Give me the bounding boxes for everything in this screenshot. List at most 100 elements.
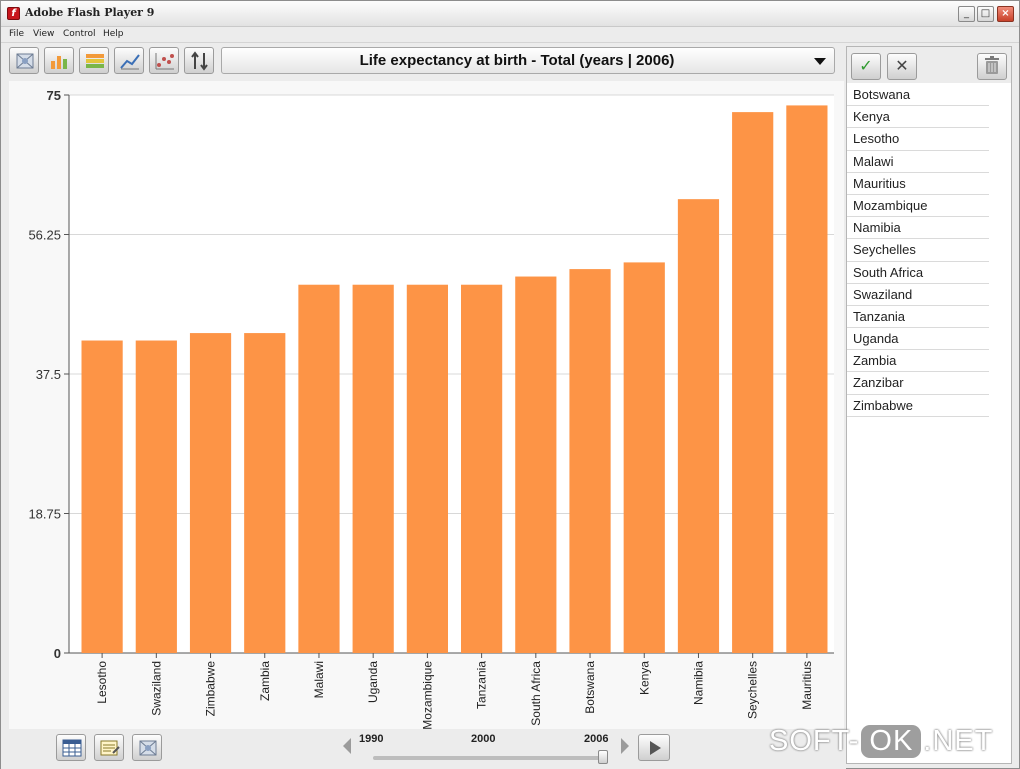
bar [786,105,828,653]
x-tick-label: Zambia [258,661,272,701]
chart-area: 0 18.75 37.5 56.25 75 Lesotho Swaziland Zimbabw… [9,81,844,729]
menu-bar: File View Control Help [1,27,1019,43]
bar [352,284,394,653]
next-year-icon[interactable] [621,738,629,754]
country-item[interactable]: Uganda [847,328,989,351]
country-panel: ✓ ✕ Botswana Kenya Lesotho Malawi Mauritius M… [846,46,1012,764]
country-item[interactable]: South Africa [847,262,989,284]
country-item[interactable]: Zanzibar [847,372,989,395]
play-button[interactable] [638,734,670,761]
map-view-icon [16,53,34,69]
bar [298,284,340,653]
watermark: SOFT- OK .NET [769,725,993,765]
x-tick-label: Mauritius [800,661,814,710]
deselect-all-button[interactable]: ✕ [887,53,917,80]
window-title: Adobe Flash Player 9 [25,6,155,19]
flash-player-icon: f [7,7,20,20]
y-tick-label: 0 [54,646,61,661]
x-tick-label: Seychelles [746,661,760,719]
maximize-button[interactable]: □ [977,6,994,22]
bar [406,284,448,653]
country-item[interactable]: Zambia [847,350,989,373]
x-tick-label: Kenya [637,661,651,695]
y-tick-label: 75 [47,88,61,103]
y-tick-label: 18.75 [28,507,61,522]
x-tick-label: Lesotho [95,661,109,704]
bar [189,333,232,653]
country-item[interactable]: Swaziland [847,284,989,306]
country-panel-toolbar: ✓ ✕ [847,47,1011,83]
x-tick-label: South Africa [529,661,543,726]
previous-year-icon[interactable] [343,738,351,754]
clear-icon: ✕ [895,56,909,75]
stacked-bar-button[interactable] [79,47,109,74]
country-item[interactable]: Seychelles [847,239,989,262]
country-item[interactable]: Mozambique [847,195,989,218]
country-item[interactable]: Zimbabwe [847,395,989,417]
minimize-button[interactable]: _ [958,6,975,22]
country-item[interactable]: Kenya [847,106,989,129]
menu-control[interactable]: Control [63,29,96,39]
x-tick-label: Swaziland [149,661,163,716]
table-view-button[interactable] [56,734,86,761]
x-tick-label: Tanzania [475,661,489,709]
x-tick-label: Malawi [312,661,326,698]
country-item[interactable]: Malawi [847,151,989,173]
menu-file[interactable]: File [9,29,25,39]
data-edit-icon [100,740,120,756]
x-tick-label: Zimbabwe [204,661,218,717]
year-slider-track[interactable] [373,756,603,760]
chevron-down-icon[interactable] [814,58,826,65]
country-item[interactable]: Botswana [847,84,989,107]
sort-button[interactable] [184,47,214,74]
country-item[interactable]: Namibia [847,217,989,240]
scatter-chart-button[interactable] [149,47,179,74]
watermark-ok: OK [861,725,922,758]
country-item[interactable]: Lesotho [847,128,989,151]
table-view-icon [62,739,82,757]
x-tick-label: Mozambique [420,661,434,729]
bar-chart: 0 18.75 37.5 56.25 75 Lesotho Swaziland Zimbabw… [28,88,834,729]
bar [461,284,503,653]
year-label-2000: 2000 [471,733,496,745]
line-chart-button[interactable] [114,47,144,74]
bottom-controls: 1990 2000 2006 [1,729,846,769]
country-item[interactable]: Mauritius [847,173,989,195]
bar [623,262,665,653]
x-tick-label: Namibia [691,661,705,705]
menu-view[interactable]: View [33,29,55,39]
select-all-button[interactable]: ✓ [851,53,881,80]
bar [677,199,720,653]
bar-chart-icon [51,56,67,69]
watermark-left: SOFT- [769,725,860,757]
watermark-right: .NET [923,725,994,757]
sort-icon [191,51,208,71]
x-tick-label: Uganda [366,661,380,703]
indicator-dropdown[interactable]: Life expectancy at birth - Total (years … [221,47,835,74]
bar-chart-button[interactable] [44,47,74,74]
title-bar: f Adobe Flash Player 9 _ □ × [1,1,1019,27]
x-tick-label: Botswana [583,661,597,714]
data-edit-button[interactable] [94,734,124,761]
delete-button[interactable] [977,53,1007,80]
close-button[interactable]: × [997,6,1014,22]
indicator-label: Life expectancy at birth - Total (years … [359,52,675,69]
bar [569,269,611,653]
bar [732,112,774,653]
map-view-bottom-button[interactable] [132,734,162,761]
trash-icon [985,56,999,74]
year-label-1990: 1990 [359,733,384,745]
bar [244,333,286,653]
checkmark-icon: ✓ [859,56,873,75]
y-tick-label: 37.5 [36,367,61,382]
y-tick-label: 56.25 [28,228,61,243]
year-label-2006: 2006 [584,733,609,745]
bar [81,340,123,653]
menu-help[interactable]: Help [103,29,124,39]
bar [515,276,557,653]
map-view-button[interactable] [9,47,39,74]
year-slider-thumb[interactable] [598,750,608,764]
country-item[interactable]: Tanzania [847,306,989,329]
scatter-chart-icon [155,53,174,70]
